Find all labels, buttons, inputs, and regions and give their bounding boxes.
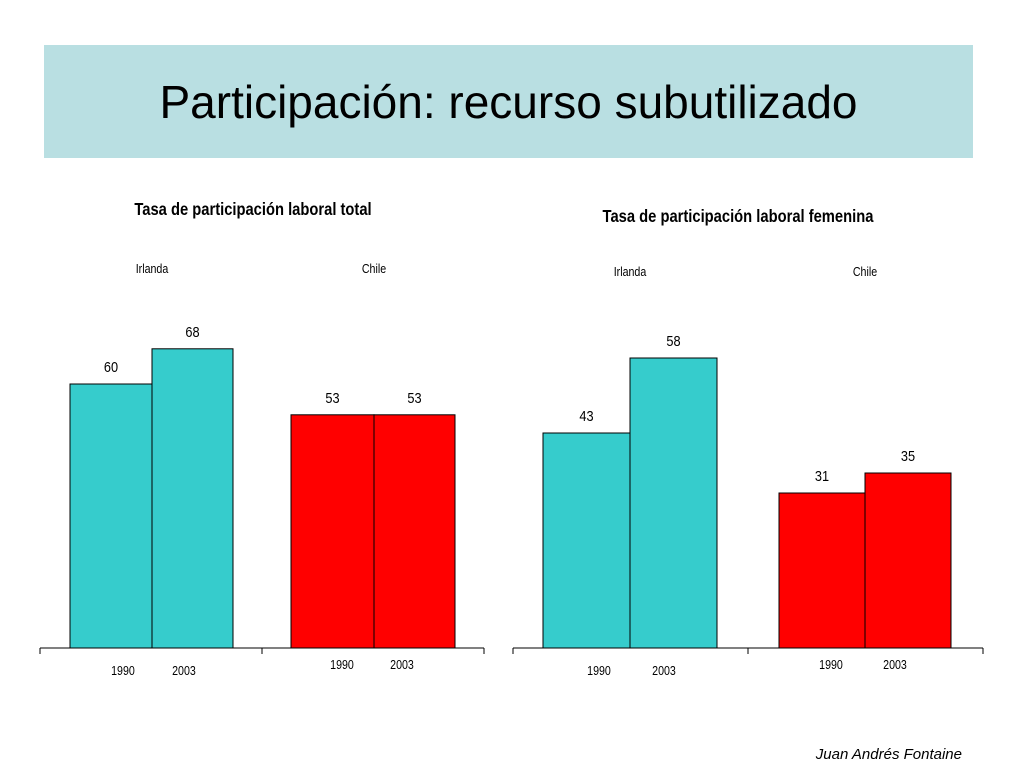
chart1-title: Tasa de participación laboral total xyxy=(134,200,371,220)
chart1-data-label-irlanda-1990: 60 xyxy=(104,358,118,375)
chart1-bar-irlanda-2003 xyxy=(151,348,234,649)
chart1-group-label-irlanda: Irlanda xyxy=(136,261,169,276)
chart2-tick-label-irlanda-1990: 1990 xyxy=(587,663,611,678)
chart1-tick-label-chile-1990: 1990 xyxy=(330,657,354,672)
chart2-bar-irlanda-1990 xyxy=(542,432,631,649)
chart1-tick-label-irlanda-2003: 2003 xyxy=(172,663,196,678)
chart2-data-label-irlanda-2003: 58 xyxy=(666,332,680,349)
chart1-bar-chile-1990 xyxy=(290,414,375,649)
chart1-bar-irlanda-1990 xyxy=(69,383,153,649)
chart1-group-label-chile: Chile xyxy=(362,261,387,276)
chart1-data-label-irlanda-2003: 68 xyxy=(185,323,199,340)
chart2-tick-label-chile-1990: 1990 xyxy=(819,657,843,672)
chart1-tick-label-chile-2003: 2003 xyxy=(390,657,414,672)
chart2-bar-chile-1990 xyxy=(778,492,866,649)
title-band: Participación: recurso subutilizado xyxy=(44,45,973,158)
slide-title: Participación: recurso subutilizado xyxy=(159,75,858,128)
chart2-group-label-chile: Chile xyxy=(853,264,878,279)
chart2-data-label-irlanda-1990: 43 xyxy=(579,407,593,424)
chart2-data-label-chile-1990: 31 xyxy=(815,467,829,484)
chart1-data-label-chile-2003: 53 xyxy=(407,389,421,406)
chart2-title: Tasa de participación laboral femenina xyxy=(603,207,875,227)
chart2-bar-chile-2003 xyxy=(864,472,952,649)
chart2-group-label-irlanda: Irlanda xyxy=(614,264,647,279)
chart1-tick-label-irlanda-1990: 1990 xyxy=(111,663,135,678)
chart2-tick-label-irlanda-2003: 2003 xyxy=(652,663,676,678)
chart1-data-label-chile-1990: 53 xyxy=(325,389,339,406)
author-footer: Juan Andrés Fontaine xyxy=(815,746,962,763)
chart2-bar-irlanda-2003 xyxy=(629,357,718,649)
chart2-tick-label-chile-2003: 2003 xyxy=(883,657,907,672)
chart2-data-label-chile-2003: 35 xyxy=(901,447,915,464)
chart1-bar-chile-2003 xyxy=(373,414,456,649)
